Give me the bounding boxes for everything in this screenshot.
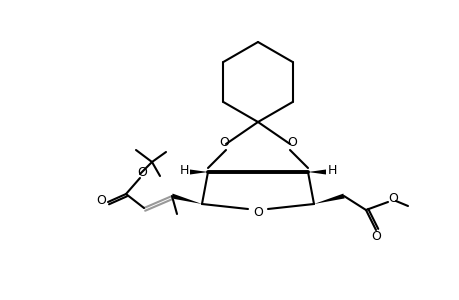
Text: O: O: [137, 167, 146, 179]
Text: O: O: [218, 136, 229, 148]
Text: O: O: [252, 206, 263, 220]
Polygon shape: [308, 169, 325, 175]
Text: O: O: [387, 193, 397, 206]
Text: H: H: [179, 164, 188, 176]
Text: H: H: [327, 164, 336, 176]
Text: O: O: [370, 230, 380, 244]
Polygon shape: [313, 194, 344, 204]
Polygon shape: [171, 194, 202, 204]
Text: O: O: [96, 194, 106, 206]
Polygon shape: [190, 169, 207, 175]
Text: O: O: [286, 136, 297, 148]
